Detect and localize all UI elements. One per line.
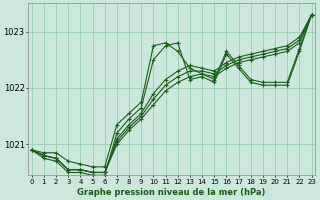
X-axis label: Graphe pression niveau de la mer (hPa): Graphe pression niveau de la mer (hPa) xyxy=(77,188,266,197)
